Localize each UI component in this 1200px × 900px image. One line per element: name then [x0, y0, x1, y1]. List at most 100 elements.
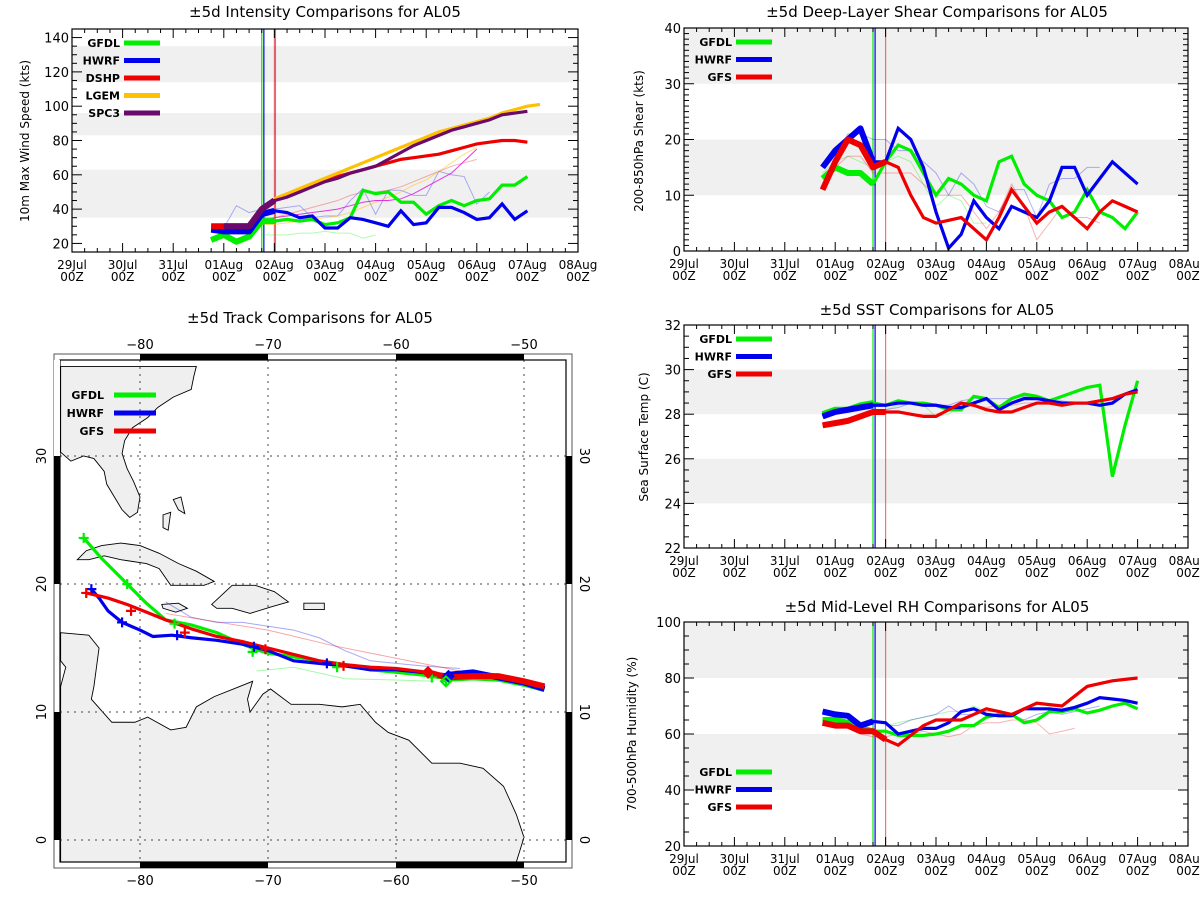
map-legend-label-gfs: GFS [80, 425, 105, 438]
latitude-label-left: 0 [35, 836, 50, 844]
x-tick-label-hour: 00Z [566, 270, 590, 284]
x-tick-label-hour: 00Z [364, 270, 388, 284]
x-tick-label-date: 29Jul [669, 852, 699, 866]
intensity-ylabel: 10m Max Wind Speed (kts) [18, 60, 32, 222]
x-tick-label-hour: 00Z [516, 270, 540, 284]
x-tick-label-date: 04Aug [967, 257, 1006, 271]
x-tick-label-date: 08Aug [559, 258, 598, 272]
x-tick-label-hour: 00Z [313, 270, 337, 284]
legend-label-hwrf: HWRF [83, 55, 120, 68]
x-tick-label-date: 30Jul [108, 258, 138, 272]
longitude-label-bottom: −70 [254, 874, 281, 889]
legend-label-hwrf: HWRF [695, 54, 732, 67]
x-tick-label-hour: 00Z [924, 566, 948, 580]
y-tick-label: 40 [664, 784, 681, 799]
y-tick-label: 20 [52, 237, 69, 252]
x-tick-label-date: 02Aug [255, 258, 294, 272]
x-tick-label-date: 02Aug [866, 554, 905, 568]
shaded-band [684, 622, 1188, 678]
x-tick-label-date: 05Aug [1017, 257, 1056, 271]
longitude-label-bottom: −80 [126, 874, 153, 889]
track-title: ±5d Track Comparisons for AL05 [187, 309, 433, 327]
latitude-label-right: 0 [576, 836, 591, 844]
x-tick-label-date: 03Aug [917, 554, 956, 568]
x-tick-label-date: 06Aug [1068, 852, 1107, 866]
x-tick-label-hour: 00Z [924, 864, 948, 878]
x-tick-label-date: 30Jul [720, 257, 750, 271]
x-tick-label-date: 04Aug [967, 852, 1006, 866]
y-tick-label: 60 [664, 728, 681, 743]
legend-label-gfs: GFS [708, 71, 733, 84]
longitude-label-top: −80 [126, 338, 153, 353]
legend-label-gfdl: GFDL [699, 36, 732, 49]
x-tick-label-hour: 00Z [1025, 864, 1049, 878]
y-tick-label: 32 [664, 319, 681, 334]
longitude-label-top: −50 [510, 338, 537, 353]
x-tick-label-hour: 00Z [672, 864, 696, 878]
x-tick-label-hour: 00Z [111, 270, 135, 284]
x-tick-label-hour: 00Z [1176, 566, 1200, 580]
y-tick-label: 20 [664, 840, 681, 855]
x-tick-label-date: 31Jul [158, 258, 188, 272]
y-tick-label: 28 [664, 408, 681, 423]
x-tick-label-date: 29Jul [57, 258, 87, 272]
current-position-diamond-gfs [421, 665, 435, 679]
legend-label-dshp: DSHP [86, 72, 120, 85]
track-position-marker [332, 662, 343, 673]
x-tick-label-date: 06Aug [457, 258, 496, 272]
shaded-band [684, 28, 1188, 84]
previous-forecast-line-gfdl [885, 705, 987, 727]
x-tick-label-date: 04Aug [356, 258, 395, 272]
shear-panel: ±5d Deep-Layer Shear Comparisons for AL0… [632, 3, 1200, 283]
x-tick-label-hour: 00Z [263, 270, 287, 284]
legend-label-gfdl: GFDL [699, 766, 732, 779]
y-tick-label: 24 [664, 497, 681, 512]
map-border-bar-right [566, 456, 572, 584]
x-tick-label-date: 05Aug [407, 258, 446, 272]
previous-forecast-line-gfdl [822, 155, 987, 224]
x-tick-label-date: 08Aug [1169, 257, 1200, 271]
legend-label-gfs: GFS [708, 368, 733, 381]
previous-track-gfdl [256, 666, 435, 682]
y-tick-label: 100 [44, 100, 69, 115]
latitude-label-right: 10 [576, 704, 591, 721]
track-position-marker [321, 658, 332, 669]
x-tick-label-date: 02Aug [866, 852, 905, 866]
land-outline [172, 496, 186, 515]
x-tick-label-hour: 00Z [1025, 269, 1049, 283]
track-position-marker [81, 587, 92, 598]
map-border-bar-left [54, 712, 60, 840]
y-tick-label: 0 [673, 245, 681, 260]
longitude-label-bottom: −60 [382, 874, 409, 889]
x-tick-label-hour: 00Z [723, 864, 747, 878]
x-tick-label-hour: 00Z [975, 566, 999, 580]
previous-forecast-line-spc3 [261, 148, 478, 222]
x-tick-label-hour: 00Z [1025, 566, 1049, 580]
x-tick-label-hour: 00Z [1176, 864, 1200, 878]
series-line-spc3 [223, 109, 528, 228]
map-border-bar-left-white [54, 360, 60, 456]
map-border-bar-left [54, 456, 60, 584]
x-tick-label-hour: 00Z [874, 269, 898, 283]
land-outline [76, 542, 216, 586]
track-position-marker [248, 641, 259, 652]
map-legend-label-hwrf: HWRF [67, 407, 104, 420]
x-tick-label-date: 03Aug [306, 258, 345, 272]
y-tick-label: 80 [52, 135, 69, 150]
shear-ylabel: 200-850hPa Shear (kts) [632, 70, 646, 212]
y-tick-label: 10 [664, 189, 681, 204]
x-tick-label-date: 03Aug [917, 257, 956, 271]
previous-forecast-line-gfdl [261, 230, 376, 239]
x-tick-label-hour: 00Z [1176, 269, 1200, 283]
previous-track-hwrf [165, 601, 461, 669]
series-line-gfs [821, 137, 1139, 243]
x-tick-label-date: 31Jul [770, 257, 800, 271]
longitude-label-top: −60 [382, 338, 409, 353]
track-position-marker [86, 584, 97, 595]
x-tick-label-date: 05Aug [1017, 852, 1056, 866]
intensity-panel: ±5d Intensity Comparisons for AL05 10m M… [18, 3, 597, 284]
x-tick-label-date: 03Aug [917, 852, 956, 866]
map-inner-frame [59, 359, 567, 863]
longitude-label-top: −70 [254, 338, 281, 353]
